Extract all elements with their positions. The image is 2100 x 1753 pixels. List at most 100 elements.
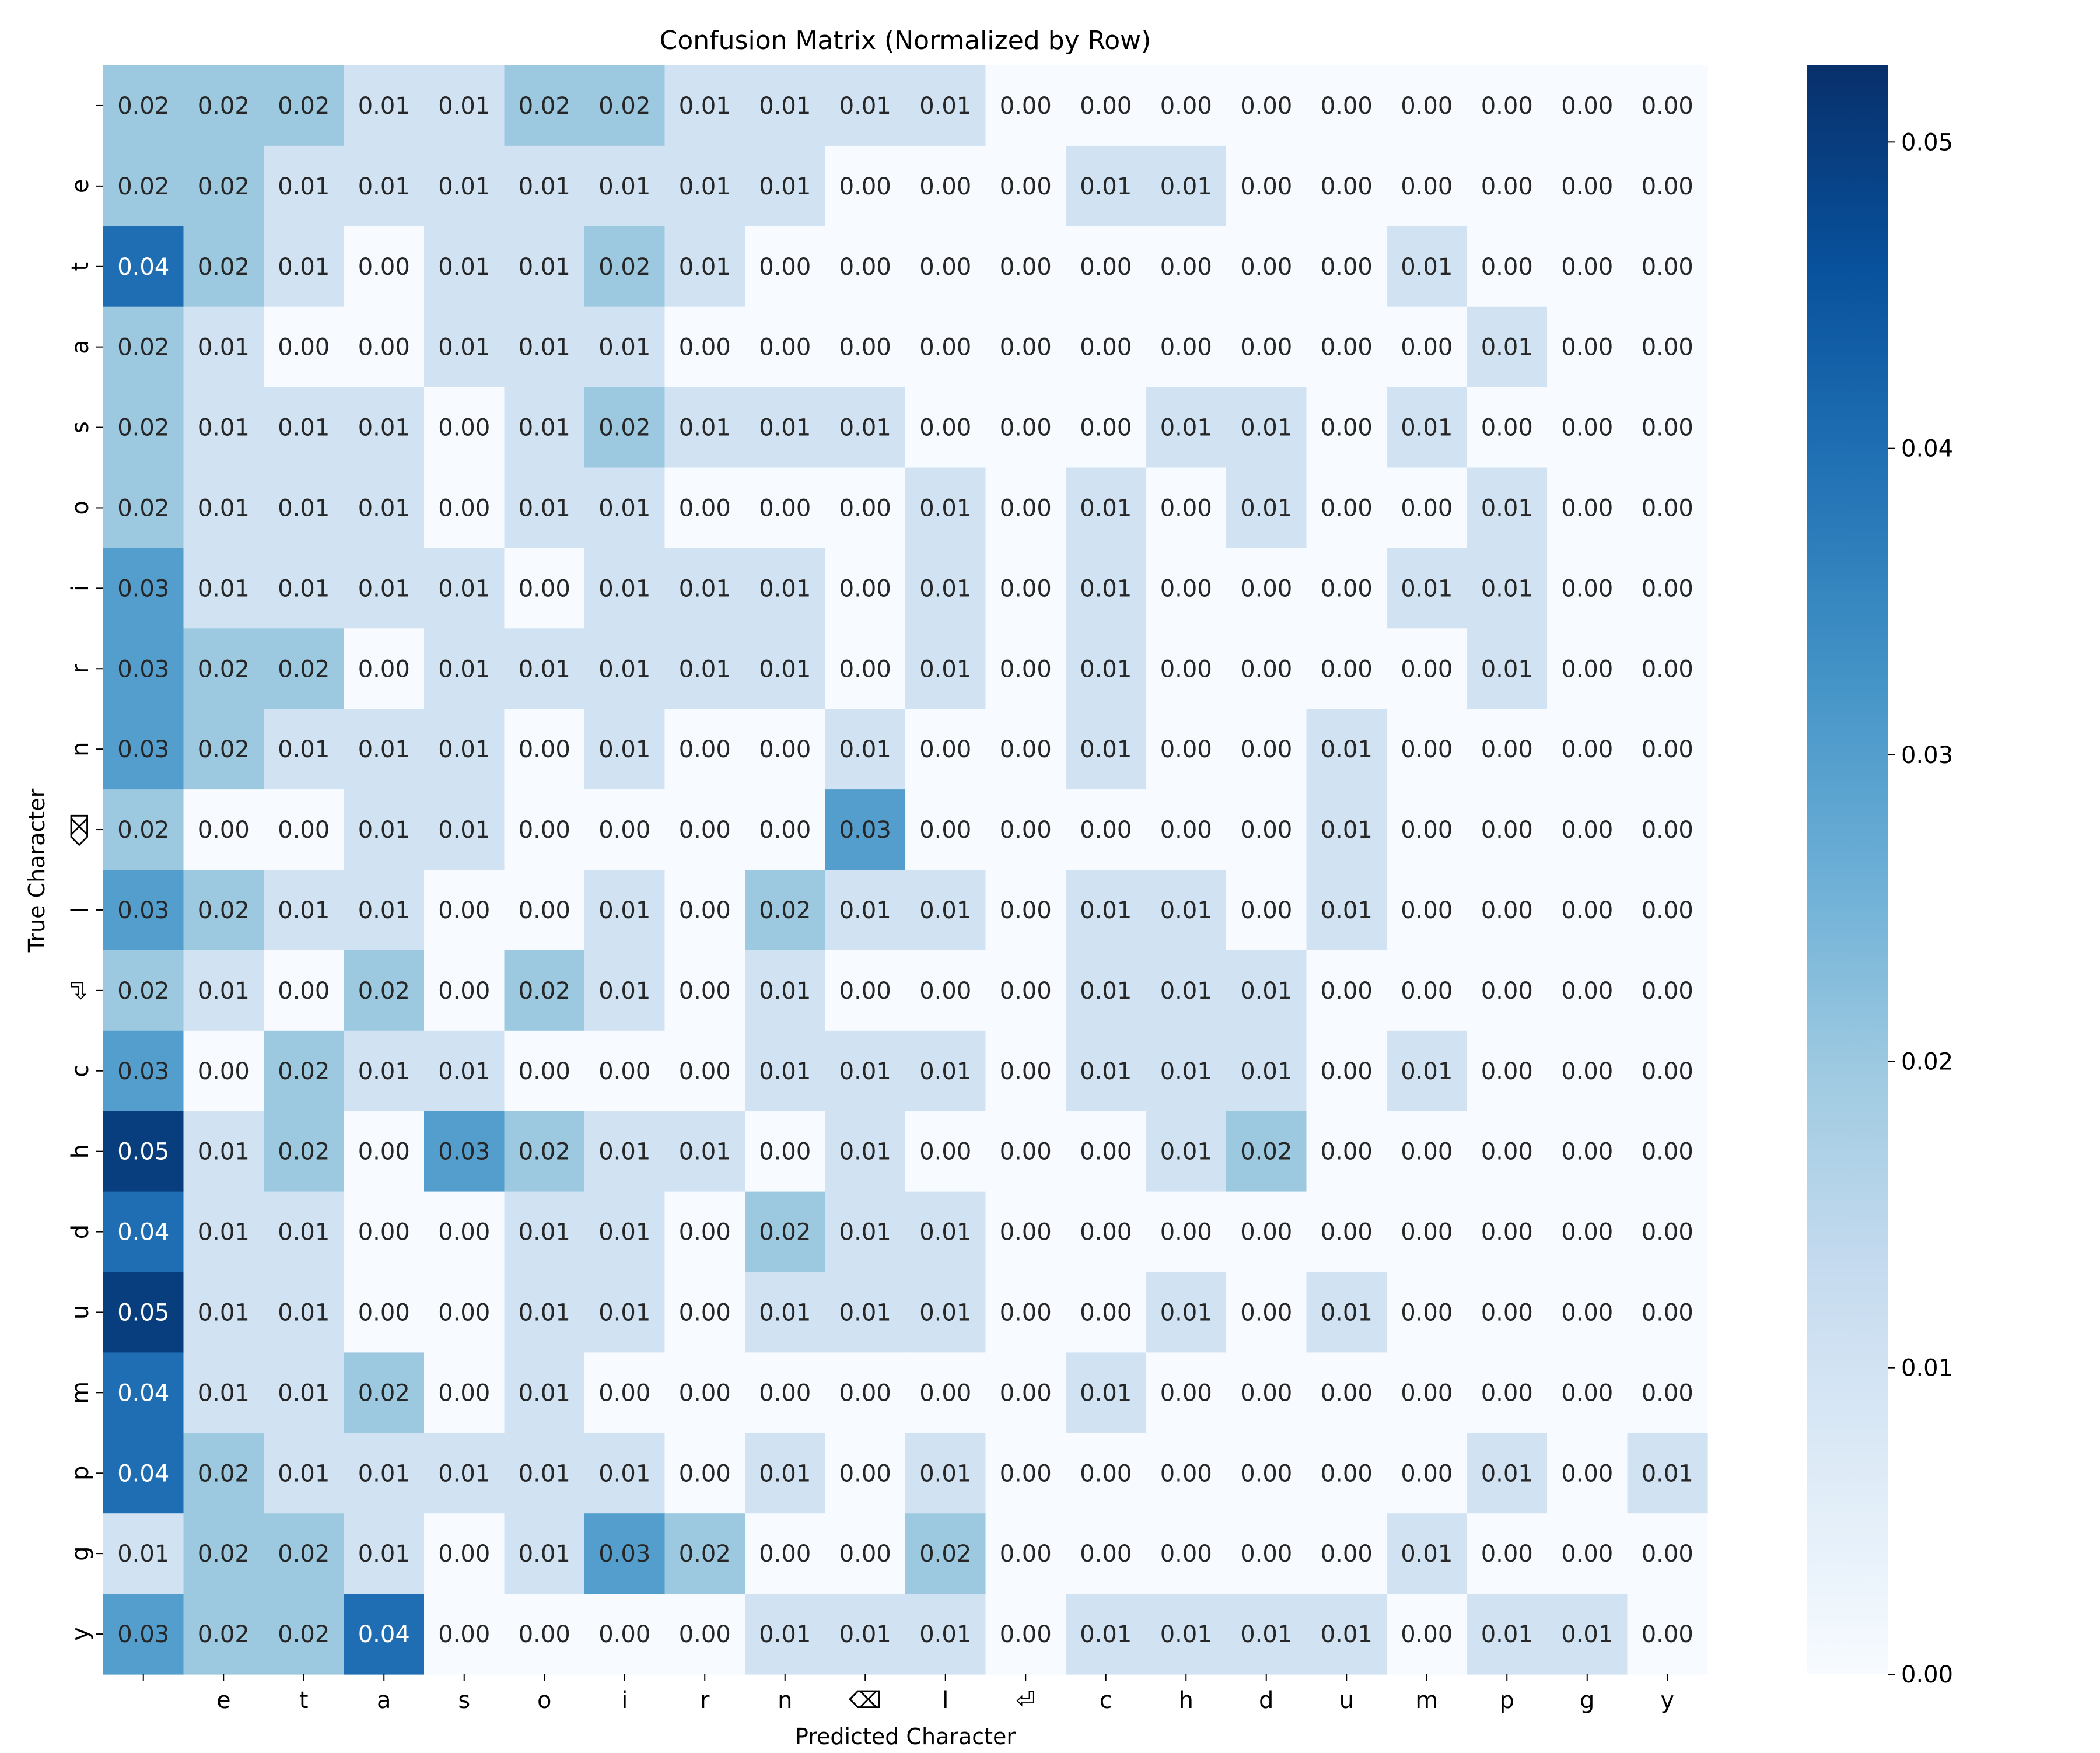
cell-value-label: 0.00 [1561, 254, 1613, 281]
heatmap-cell [1146, 467, 1227, 548]
cell-value-label: 0.02 [278, 1058, 330, 1085]
heatmap-cell [905, 145, 986, 227]
cell-value-label: 0.00 [1080, 1460, 1132, 1487]
cell-value-label: 0.01 [1481, 1460, 1533, 1487]
heatmap-cell [1387, 548, 1468, 629]
heatmap-cell [1627, 1191, 1708, 1273]
cell-value-label: 0.00 [1000, 1219, 1052, 1246]
heatmap-cell [825, 789, 906, 870]
heatmap-cell [103, 1594, 184, 1675]
cell-value-label: 0.00 [1000, 817, 1052, 844]
cell-value-label: 0.00 [1240, 1541, 1292, 1567]
cell-value-label: 0.03 [117, 897, 169, 924]
cell-value-label: 0.00 [1642, 575, 1693, 602]
heatmap-cell [504, 789, 585, 870]
heatmap-cell [1547, 1191, 1628, 1273]
x-tick-label: u [1339, 1687, 1354, 1714]
cell-value-label: 0.00 [759, 334, 811, 361]
heatmap-cell [664, 950, 746, 1031]
cell-value-label: 0.01 [1160, 978, 1212, 1005]
heatmap-cell [1387, 1433, 1468, 1514]
cell-value-label: 0.04 [117, 254, 169, 281]
cell-value-label: 0.00 [1481, 978, 1533, 1005]
cell-value-label: 0.00 [1481, 1380, 1533, 1406]
cell-value-label: 0.01 [519, 656, 570, 683]
cell-value-label: 0.01 [198, 1380, 250, 1406]
cell-value-label: 0.00 [1561, 1460, 1613, 1487]
heatmap-cell [1066, 1433, 1147, 1514]
heatmap-cell [825, 1272, 906, 1353]
cell-value-label: 0.01 [759, 415, 811, 442]
heatmap-cell [1387, 387, 1468, 468]
cell-value-label: 0.01 [198, 1139, 250, 1166]
heatmap-cell [825, 709, 906, 790]
heatmap-cell [424, 709, 505, 790]
heatmap-cell [344, 65, 425, 146]
cell-value-label: 0.00 [839, 334, 891, 361]
heatmap-cell [1547, 467, 1628, 548]
cell-value-label: 0.00 [1561, 495, 1613, 522]
cell-value-label: 0.00 [438, 495, 490, 522]
heatmap-cell [905, 628, 986, 709]
cell-value-label: 0.01 [278, 897, 330, 924]
cell-value-label: 0.00 [1160, 1460, 1212, 1487]
heatmap-cell [745, 1111, 826, 1192]
cell-value-label: 0.01 [839, 1621, 891, 1648]
heatmap-cell [905, 548, 986, 629]
cell-value-label: 0.00 [1321, 1541, 1373, 1567]
cell-value-label: 0.00 [1321, 978, 1373, 1005]
heatmap-cell [1387, 1030, 1468, 1112]
cell-value-label: 0.00 [1321, 254, 1373, 281]
cell-value-label: 0.01 [358, 736, 410, 763]
cell-value-label: 0.02 [198, 93, 250, 120]
x-tick-label: n [778, 1687, 792, 1714]
cell-value-label: 0.00 [1160, 1541, 1212, 1567]
cell-value-label: 0.01 [198, 415, 250, 442]
heatmap-cell [344, 870, 425, 951]
heatmap-cell [664, 789, 746, 870]
cell-value-label: 0.01 [598, 656, 650, 683]
heatmap-cell [825, 306, 906, 388]
heatmap-cell [183, 1272, 264, 1353]
cell-value-label: 0.00 [1240, 1219, 1292, 1246]
cell-value-label: 0.01 [598, 173, 650, 200]
heatmap-cell [1627, 1513, 1708, 1594]
heatmap-cell [664, 1272, 746, 1353]
heatmap-cell [1066, 1030, 1147, 1112]
cell-value-label: 0.01 [839, 1299, 891, 1326]
heatmap-cell [504, 467, 585, 548]
heatmap-cell [1466, 870, 1548, 951]
heatmap-cell [264, 1111, 345, 1192]
cell-value-label: 0.00 [1401, 1380, 1452, 1406]
heatmap-cell [905, 870, 986, 951]
cell-value-label: 0.00 [1240, 1460, 1292, 1487]
heatmap-cell [584, 628, 666, 709]
heatmap-cell [1226, 789, 1307, 870]
cell-value-label: 0.01 [679, 1139, 731, 1166]
cell-value-label: 0.01 [278, 173, 330, 200]
cell-value-label: 0.02 [519, 93, 570, 120]
heatmap-cell [1627, 387, 1708, 468]
cell-value-label: 0.00 [1321, 575, 1373, 602]
heatmap-cell [1066, 467, 1147, 548]
cell-value-label: 0.01 [759, 656, 811, 683]
heatmap-cell [504, 1352, 585, 1433]
cell-value-label: 0.00 [278, 817, 330, 844]
cell-value-label: 0.00 [438, 897, 490, 924]
cell-value-label: 0.00 [679, 978, 731, 1005]
heatmap-cell [1226, 1513, 1307, 1594]
colorbar-tick-label: 0.02 [1901, 1048, 1953, 1075]
cell-value-label: 0.00 [358, 1299, 410, 1326]
x-tick-label: h [1179, 1687, 1194, 1714]
cell-value-label: 0.02 [198, 1621, 250, 1648]
heatmap-cell [584, 789, 666, 870]
heatmap-cell [103, 870, 184, 951]
heatmap-cell [584, 387, 666, 468]
heatmap-cell [344, 226, 425, 307]
heatmap-cell [1387, 870, 1468, 951]
cell-value-label: 0.00 [1642, 415, 1693, 442]
cell-value-label: 0.01 [679, 173, 731, 200]
cell-value-label: 0.02 [598, 93, 650, 120]
cell-value-label: 0.01 [358, 1058, 410, 1085]
heatmap-cell [1387, 467, 1468, 548]
